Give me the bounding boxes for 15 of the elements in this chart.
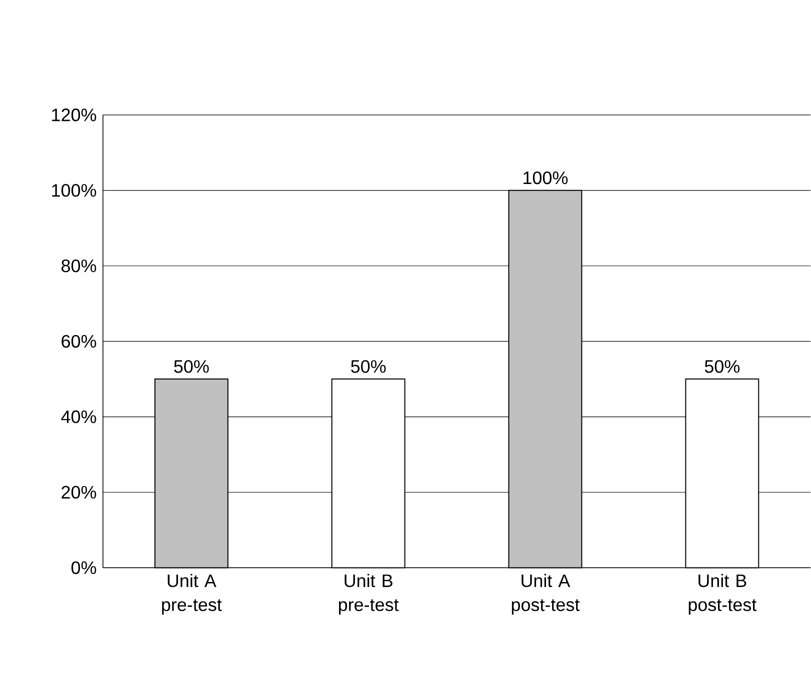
y-tick-label: 60% xyxy=(62,335,96,348)
data-label: 50% xyxy=(704,360,740,374)
data-label: 50% xyxy=(174,360,209,374)
y-tick-label: 40% xyxy=(61,410,96,424)
x-tick-label: Unit A pre-test xyxy=(162,574,222,615)
y-tick-label: 20% xyxy=(62,486,96,499)
y-tick-label: 100% xyxy=(52,184,96,197)
y-tick-label: 120% xyxy=(52,108,96,122)
x-tick-label: Unit A post-test xyxy=(512,574,580,615)
y-tick-label: 0% xyxy=(71,562,96,574)
data-label: 50% xyxy=(351,360,386,374)
data-label: 100% xyxy=(524,172,568,184)
x-tick-label: Unit B pre-test xyxy=(338,574,399,615)
x-tick-label: Unit B post-test xyxy=(688,574,757,615)
y-tick-label: 80% xyxy=(62,260,96,272)
